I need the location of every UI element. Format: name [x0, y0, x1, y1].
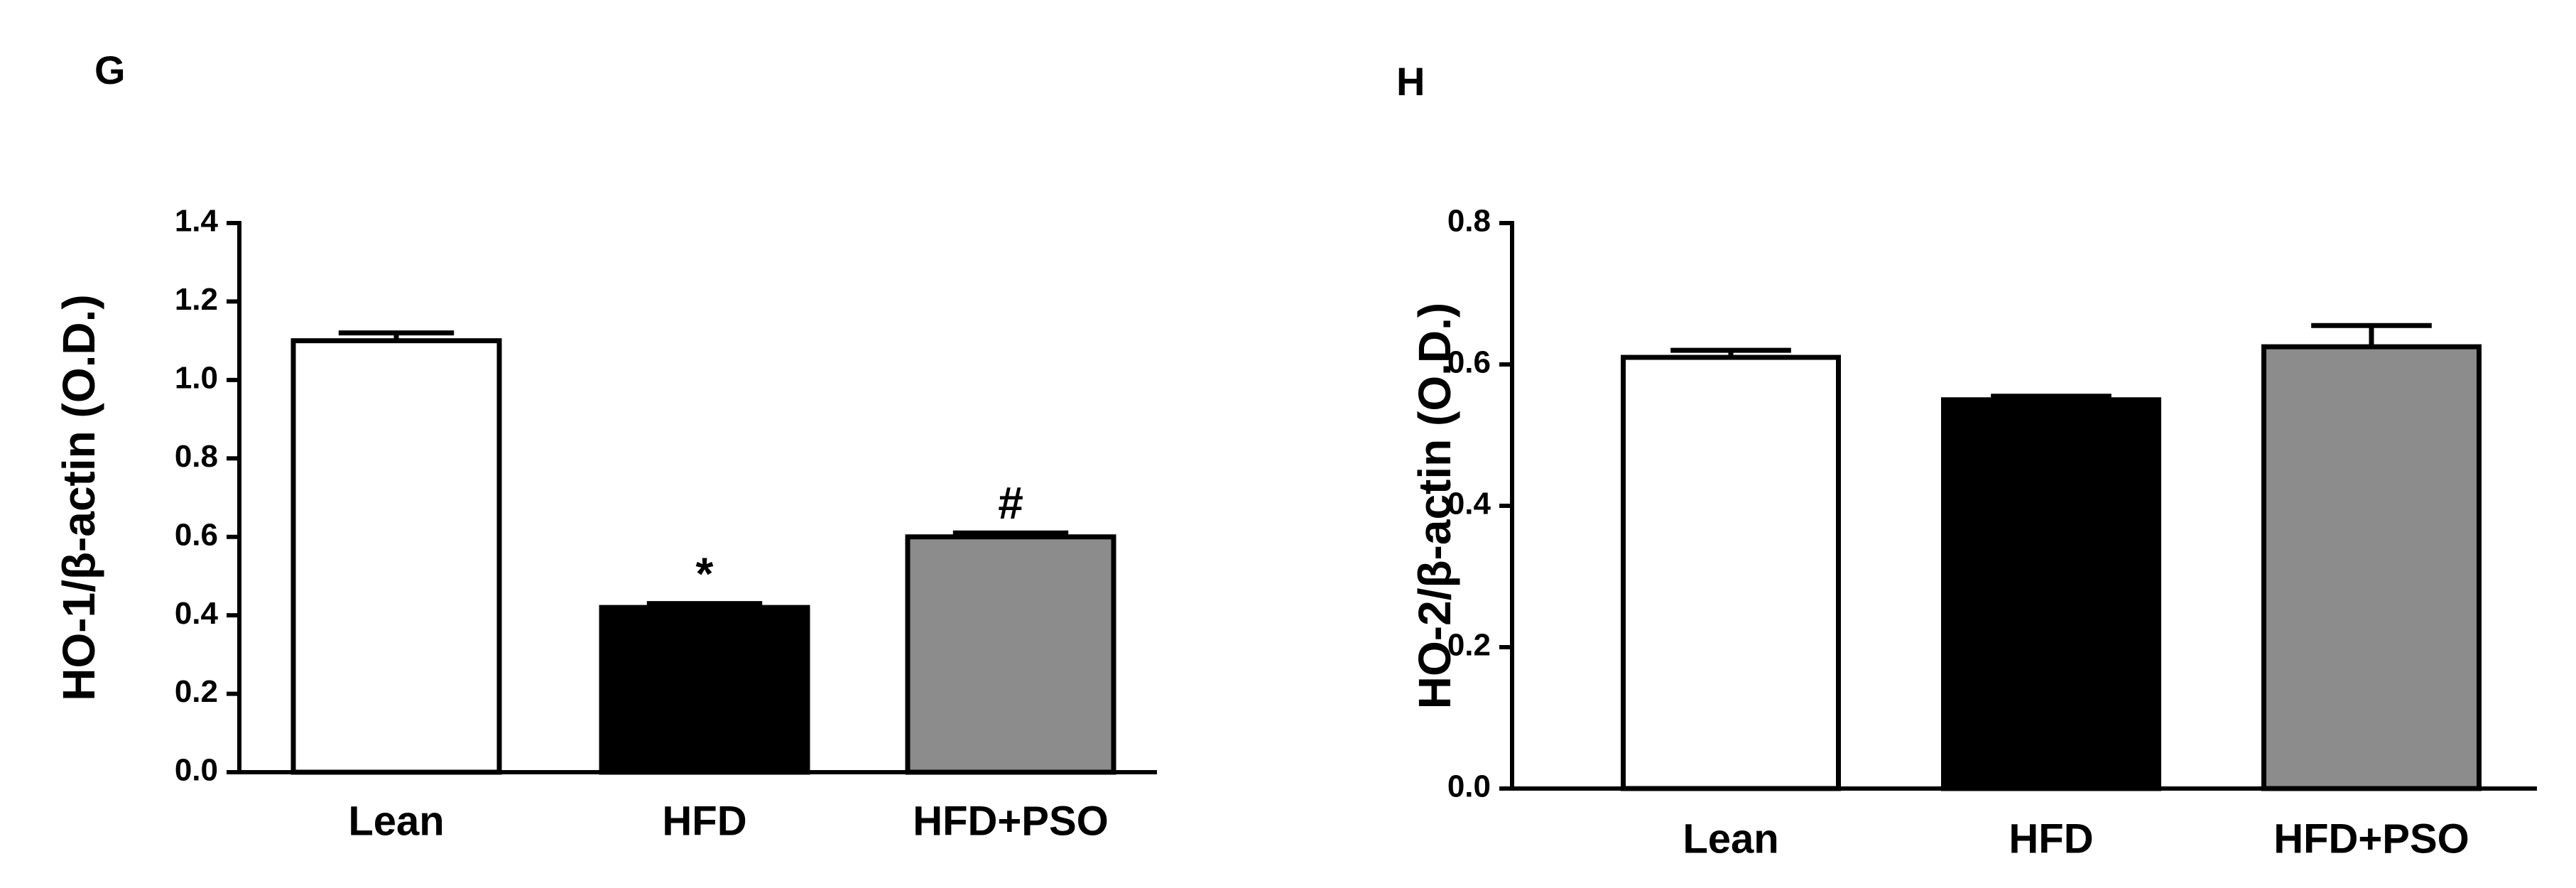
- panel-label: G: [94, 48, 126, 92]
- y-tick-label: 0.6: [175, 517, 218, 552]
- y-tick-label: 0.0: [1447, 769, 1491, 804]
- y-tick-label: 0.2: [1447, 628, 1491, 663]
- y-tick-label: 1.4: [175, 204, 219, 239]
- bar: [905, 534, 1116, 775]
- y-tick-label: 0.8: [1447, 204, 1491, 239]
- bar: [2261, 344, 2482, 791]
- y-tick-label: 1.0: [175, 360, 218, 395]
- bar: [599, 605, 810, 775]
- x-tick-label: HFD+PSO: [2273, 816, 2469, 862]
- bar: [290, 338, 502, 775]
- y-axis-label: HO-1/β-actin (O.D.): [53, 294, 104, 700]
- x-tick-label: HFD+PSO: [913, 798, 1109, 844]
- bar: [1621, 354, 1841, 791]
- y-tick-label: 0.6: [1447, 345, 1491, 380]
- y-tick-label: 0.2: [175, 674, 218, 709]
- annotation: *: [696, 548, 714, 600]
- x-tick-label: HFD: [662, 798, 746, 844]
- x-tick-label: Lean: [348, 798, 444, 844]
- y-axis-label: HO-2/β-actin (O.D.): [1409, 303, 1460, 709]
- x-tick-label: Lean: [1683, 816, 1778, 862]
- x-tick-label: HFD: [2009, 816, 2093, 862]
- y-tick-label: 0.0: [175, 753, 218, 788]
- y-tick-label: 0.4: [1447, 487, 1491, 521]
- annotation: #: [998, 477, 1023, 529]
- bar: [1941, 397, 2161, 791]
- panel-label: H: [1396, 59, 1425, 104]
- y-tick-label: 0.4: [175, 596, 219, 631]
- y-tick-label: 1.2: [175, 282, 218, 317]
- y-tick-label: 0.8: [175, 439, 218, 474]
